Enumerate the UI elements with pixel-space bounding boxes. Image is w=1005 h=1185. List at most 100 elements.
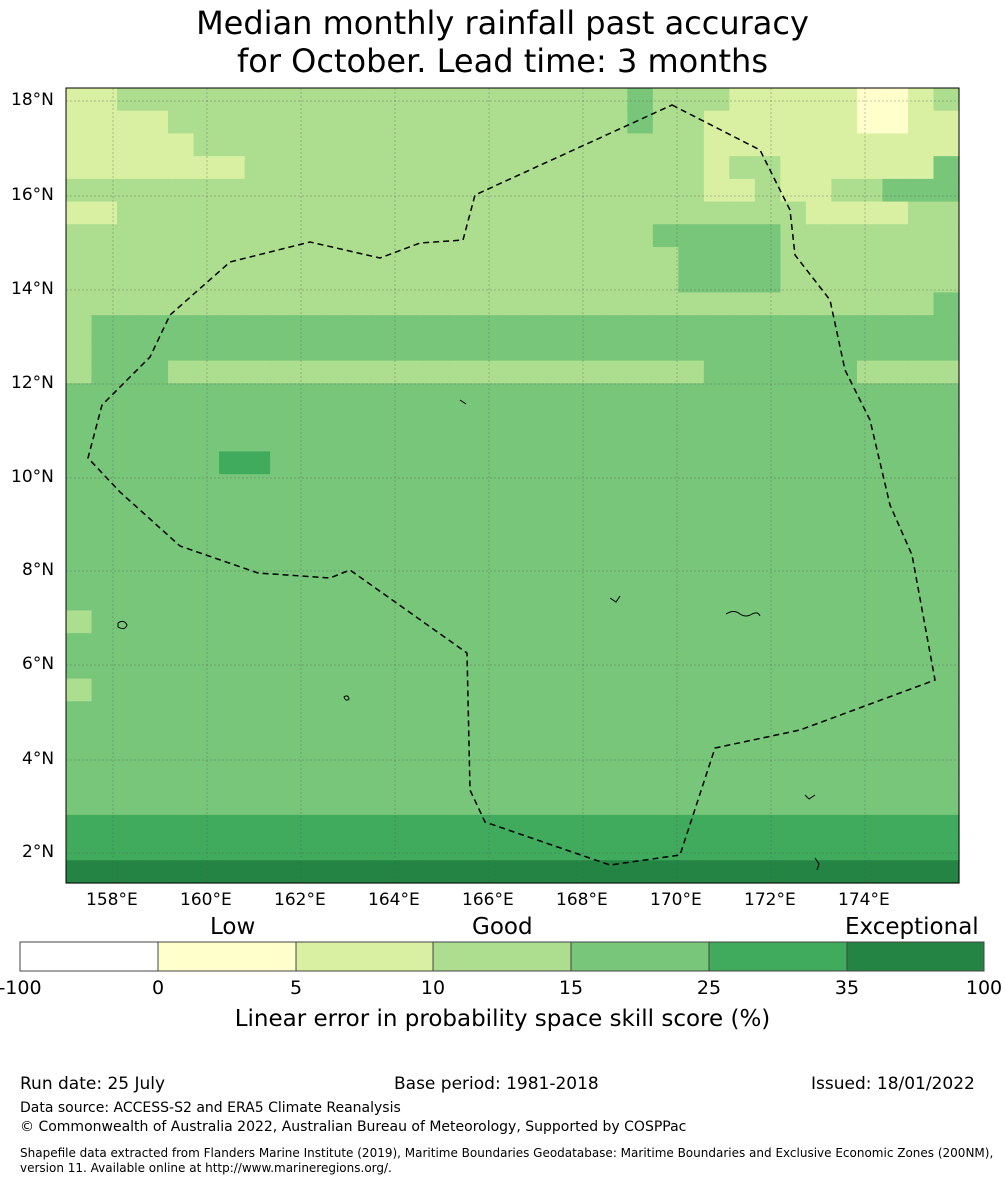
grid-cell <box>754 746 781 771</box>
grid-cell <box>142 724 169 748</box>
grid-cell <box>754 110 781 135</box>
grid-cell <box>474 224 501 248</box>
grid-cell <box>856 610 884 634</box>
grid-cell <box>193 746 220 771</box>
grid-cell <box>627 701 654 725</box>
grid-cell <box>219 655 246 680</box>
grid-cell <box>601 474 628 498</box>
grid-cell <box>244 178 271 203</box>
grid-cell <box>91 610 118 634</box>
grid-cell <box>244 519 271 543</box>
grid-cell <box>499 110 526 135</box>
grid-cell <box>678 814 705 839</box>
grid-cell <box>397 610 424 634</box>
grid-cell <box>525 201 552 225</box>
grid-cell <box>933 837 960 861</box>
grid-cell <box>270 451 297 475</box>
grid-cell <box>754 542 781 566</box>
grid-cell <box>576 837 603 861</box>
grid-cell <box>780 837 807 861</box>
grid-cell <box>142 110 169 135</box>
grid-cell <box>295 133 322 157</box>
grid-cell <box>91 156 118 180</box>
grid-cell <box>729 610 756 634</box>
grid-cell <box>397 156 424 180</box>
grid-cell <box>601 110 628 135</box>
grid-cell <box>754 315 781 339</box>
grid-cell <box>66 292 93 316</box>
grid-cell <box>831 360 858 384</box>
grid-cell <box>678 406 705 430</box>
grid-cell <box>780 247 807 271</box>
grid-cell <box>525 110 552 135</box>
grid-cell <box>474 678 501 702</box>
grid-cell <box>270 655 297 680</box>
grid-cell <box>423 542 450 566</box>
grid-cell <box>856 746 884 771</box>
grid-cell <box>219 610 246 634</box>
grid-cell <box>780 269 807 294</box>
grid-cell <box>244 587 271 612</box>
grid-cell <box>933 655 960 680</box>
grid-cell <box>652 156 679 180</box>
grid-cell <box>831 837 858 861</box>
grid-cell <box>805 633 833 657</box>
grid-cell <box>397 701 424 725</box>
grid-cell <box>244 542 271 566</box>
grid-cell <box>448 269 475 294</box>
grid-cell <box>780 860 807 884</box>
grid-cell <box>91 565 118 589</box>
grid-cell <box>729 451 756 475</box>
lon-label: 174°E <box>838 890 890 910</box>
grid-cell <box>142 133 169 157</box>
grid-cell <box>754 451 781 475</box>
grid-cell <box>652 633 679 657</box>
grid-cell <box>627 678 654 702</box>
grid-cell <box>576 633 603 657</box>
grid-cell <box>678 451 705 475</box>
grid-cell <box>397 292 424 316</box>
grid-cell <box>91 133 118 157</box>
grid-cell <box>193 814 220 839</box>
grid-cell <box>448 88 475 112</box>
grid-cell <box>805 678 833 702</box>
grid-cell <box>678 156 705 180</box>
grid-cell <box>780 678 807 702</box>
grid-cell <box>66 474 93 498</box>
lat-label: 4°N <box>22 749 55 769</box>
grid-cell <box>907 746 935 771</box>
grid-cell <box>550 383 577 407</box>
grid-cell <box>270 178 297 203</box>
grid-cell <box>525 315 552 339</box>
grid-cell <box>193 701 220 725</box>
grid-cell <box>244 201 271 225</box>
grid-cell <box>729 655 756 680</box>
grid-cell <box>244 360 271 384</box>
grid-cell <box>474 633 501 657</box>
grid-cell <box>907 587 935 612</box>
grid-cell <box>907 451 935 475</box>
grid-cell <box>244 406 271 430</box>
grid-cell <box>270 769 297 793</box>
grid-cell <box>193 269 220 294</box>
grid-cell <box>117 519 144 543</box>
grid-cell <box>678 88 705 112</box>
grid-cell <box>117 337 144 362</box>
grid-cell <box>780 724 807 748</box>
grid-cell <box>499 860 526 884</box>
grid-cell <box>117 201 144 225</box>
grid-cell <box>703 133 730 157</box>
grid-cell <box>907 178 935 203</box>
grid-cell <box>601 519 628 543</box>
grid-cell <box>91 88 118 112</box>
grid-cell <box>601 292 628 316</box>
grid-cell <box>193 587 220 612</box>
grid-cell <box>321 247 348 271</box>
grid-cell <box>346 178 373 203</box>
grid-cell <box>142 769 169 793</box>
grid-cell <box>754 860 781 884</box>
grid-cell <box>372 110 399 135</box>
grid-cell <box>397 565 424 589</box>
grid-cell <box>295 701 322 725</box>
grid-cell <box>474 792 501 816</box>
